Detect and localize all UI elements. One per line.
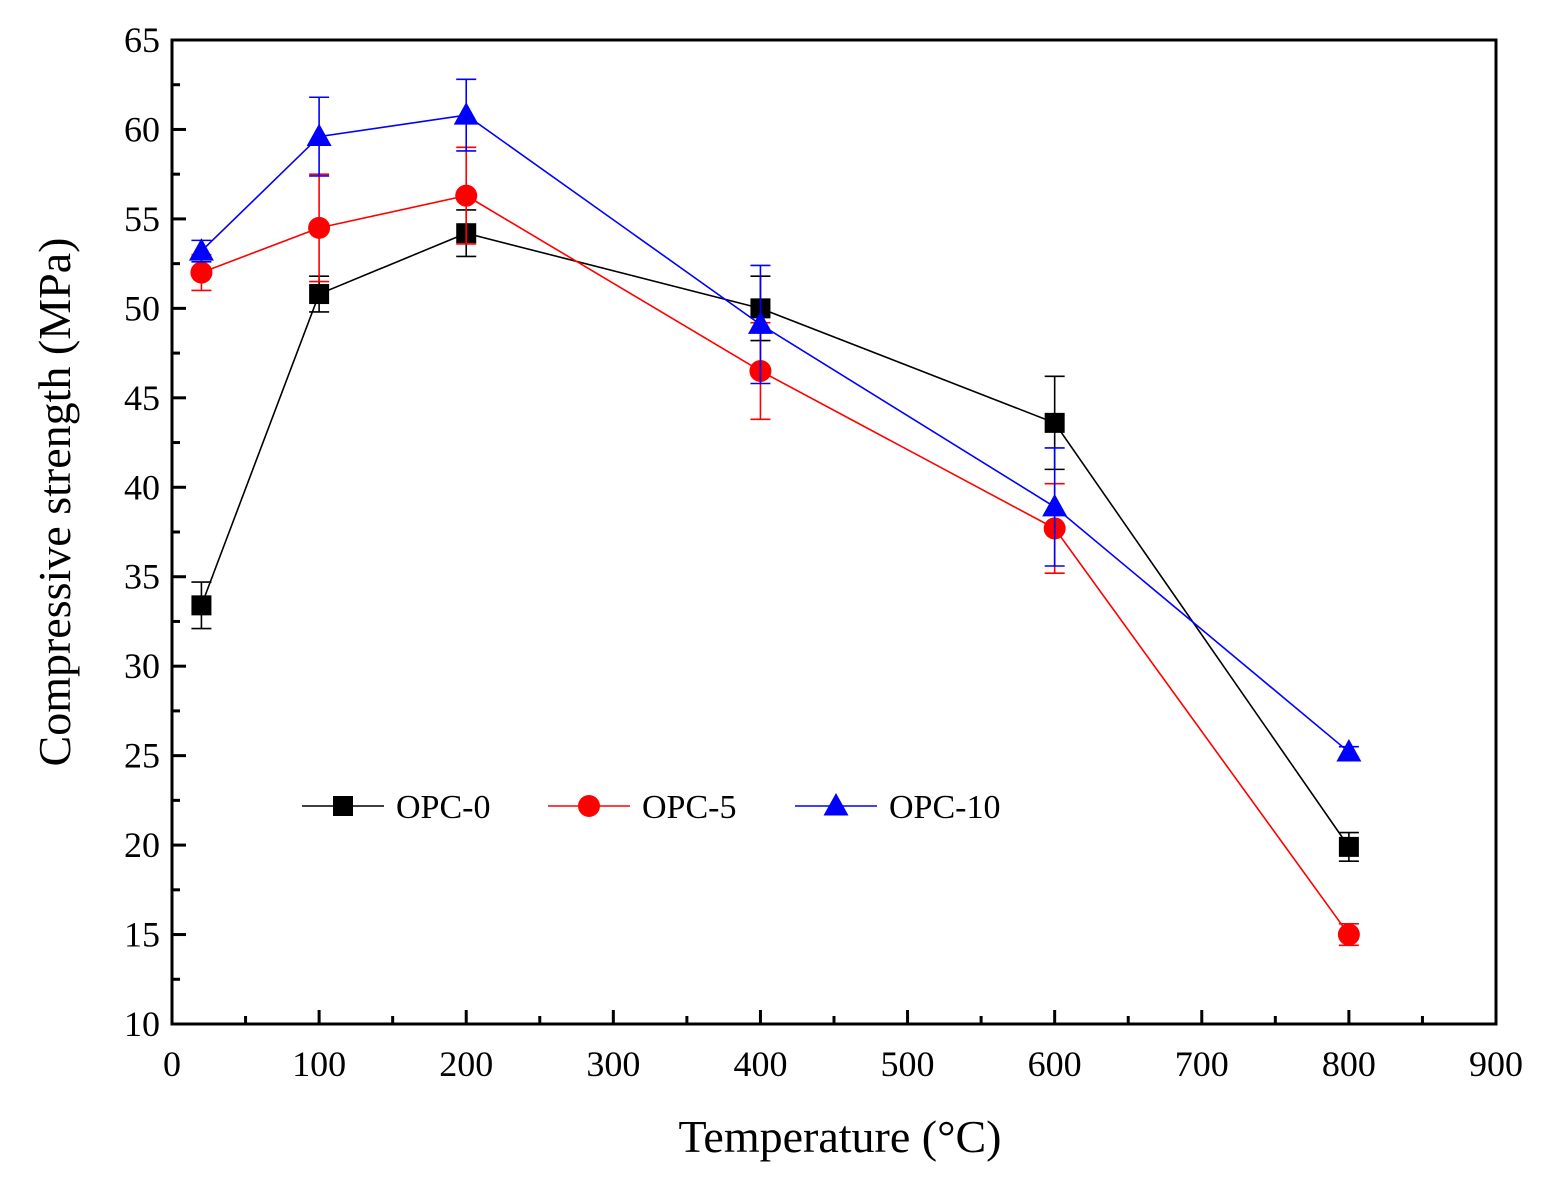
data-point-opc-0 xyxy=(1338,836,1359,857)
legend-label: OPC-5 xyxy=(642,789,736,826)
x-tick-label: 800 xyxy=(1322,1044,1376,1084)
series-layer xyxy=(188,78,1362,947)
legend-label: OPC-0 xyxy=(396,789,490,826)
data-point-opc-5 xyxy=(455,184,478,207)
series-line-opc-10 xyxy=(200,114,1350,753)
x-tick-label: 200 xyxy=(439,1044,493,1084)
data-point-opc-0 xyxy=(191,595,212,616)
data-point-opc-0 xyxy=(1044,412,1065,433)
data-point-opc-0 xyxy=(309,284,330,305)
y-axis-title: Compressive strength (MPa) xyxy=(29,238,80,767)
legend-marker xyxy=(578,795,600,817)
x-tick-label: 700 xyxy=(1175,1044,1229,1084)
x-tick-label: 900 xyxy=(1469,1044,1523,1084)
legend-label: OPC-10 xyxy=(889,789,1000,826)
data-point-opc-10 xyxy=(1336,739,1362,762)
y-tick-label: 15 xyxy=(124,915,160,955)
y-tick-label: 10 xyxy=(124,1004,160,1044)
y-tick-label: 50 xyxy=(124,288,160,328)
data-point-opc-5 xyxy=(190,261,213,284)
y-tick-label: 20 xyxy=(124,825,160,865)
series-line-opc-5 xyxy=(201,194,1350,936)
y-tick-label: 25 xyxy=(124,736,160,776)
legend-marker xyxy=(333,796,353,816)
y-tick-label: 30 xyxy=(124,646,160,686)
legend: OPC-0 OPC-5 OPC-10 xyxy=(302,789,1000,826)
data-point-opc-10 xyxy=(306,123,332,147)
y-tick-label: 55 xyxy=(124,199,160,239)
x-tick-label: 500 xyxy=(881,1044,935,1084)
legend-item-opc-5: OPC-5 xyxy=(548,789,736,826)
y-tick-label: 35 xyxy=(124,557,160,597)
y-tick-label: 60 xyxy=(124,109,160,149)
data-point-opc-10 xyxy=(1042,493,1068,517)
series-opc-10 xyxy=(188,78,1362,762)
x-tick-label: 400 xyxy=(733,1044,787,1084)
legend-item-opc-10: OPC-10 xyxy=(795,789,1000,826)
x-tick-label: 0 xyxy=(163,1044,181,1084)
data-point-opc-5 xyxy=(1337,923,1360,946)
x-tick-label: 300 xyxy=(586,1044,640,1084)
data-point-opc-5 xyxy=(308,216,331,239)
series-opc-0 xyxy=(191,209,1359,862)
x-tick-label: 600 xyxy=(1028,1044,1082,1084)
x-axis-title: Temperature (°C) xyxy=(679,1111,1002,1162)
series-line-opc-0 xyxy=(200,232,1350,848)
data-point-opc-10 xyxy=(453,102,479,125)
x-tick-label: 100 xyxy=(292,1044,346,1084)
data-point-opc-10 xyxy=(747,311,773,334)
plot-area-frame xyxy=(170,38,1498,1026)
axis-ticks: 0 100 200 300 400 500 600 700 800 900 10 15 20 25 30 35… xyxy=(124,20,1523,1084)
legend-item-opc-0: OPC-0 xyxy=(302,789,490,826)
data-point-opc-10 xyxy=(188,238,214,261)
y-tick-label: 45 xyxy=(124,378,160,418)
y-tick-label: 40 xyxy=(124,467,160,507)
series-opc-5 xyxy=(190,146,1360,947)
legend-marker xyxy=(823,792,849,816)
y-tick-label: 65 xyxy=(124,20,160,60)
